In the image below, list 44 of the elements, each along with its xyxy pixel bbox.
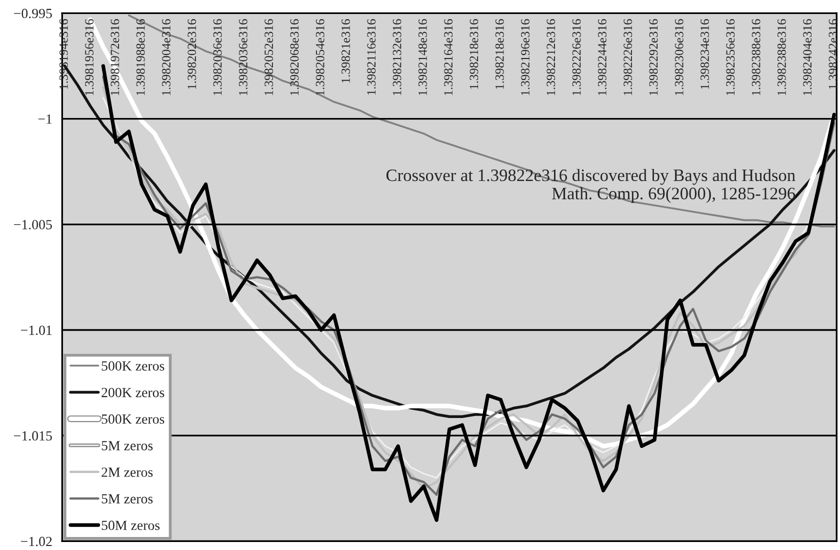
x-tick-label: 1.3982388e316 bbox=[752, 19, 760, 96]
y-tick-label: −0.995 bbox=[14, 8, 52, 18]
y-tick-label: −1.01 bbox=[20, 326, 52, 336]
x-tick-label: 1.3982054e316 bbox=[316, 19, 324, 96]
x-tick-label: 1.3982388e316 bbox=[777, 19, 786, 96]
x-tick-label: 1.3982036e316 bbox=[213, 19, 222, 96]
x-tick-label: 1.398234e316 bbox=[700, 19, 710, 89]
x-tick-label: 1.3982132e316 bbox=[392, 19, 402, 96]
x-tick-label: 1.3982292e316 bbox=[649, 19, 658, 96]
x-tick-label: 1.3982116e316 bbox=[367, 19, 376, 95]
legend-label: 200K zeros bbox=[102, 388, 164, 398]
x-tick-label: 1.3982148e316 bbox=[418, 19, 427, 96]
x-tick-label: 1.3982226e316 bbox=[624, 19, 632, 96]
x-tick-label: 1.398202e316 bbox=[188, 19, 196, 89]
x-tick-label: 1.3982226e316 bbox=[572, 19, 581, 96]
y-tick-label: −1 bbox=[38, 114, 52, 124]
x-tick-label: 1.3982036e316 bbox=[238, 19, 248, 96]
legend-label: 50M zeros bbox=[102, 520, 160, 530]
x-tick-label: 1.398218e316 bbox=[495, 19, 504, 89]
x-tick-label: 1.3982164e316 bbox=[444, 19, 453, 96]
y-tick-label: −1.02 bbox=[20, 536, 52, 546]
legend-label: 500K zeros bbox=[102, 361, 164, 371]
x-tick-label: 1.3982212e316 bbox=[546, 19, 556, 96]
legend-label: 5M zeros bbox=[102, 441, 153, 450]
y-tick-label: −1.015 bbox=[14, 431, 52, 441]
x-tick-label: 1.398218e316 bbox=[470, 19, 478, 89]
x-tick-label: 1.3982404e316 bbox=[803, 19, 812, 96]
x-tick-label: 1.3982196e316 bbox=[521, 19, 530, 96]
x-tick-label: 1.3982052e316 bbox=[264, 19, 274, 96]
legend-label: 5M zeros bbox=[102, 494, 153, 504]
x-tick-label: 1.3982068e316 bbox=[290, 19, 299, 96]
x-tick-label: 1.3982244e316 bbox=[598, 19, 606, 96]
legend-label: 2M zeros bbox=[102, 468, 153, 477]
x-tick-label: 1.398242e316 bbox=[828, 19, 838, 89]
x-tick-label: 1.3981956e316 bbox=[85, 19, 94, 96]
legend-label: 500K zeros bbox=[102, 414, 164, 424]
x-tick-label: 1.3982004e316 bbox=[162, 19, 170, 96]
annotation: Crossover at 1.39822e316 discovered by Bays and Hudson Math. Comp. 69(2000), 1285-1296 bbox=[386, 168, 796, 203]
x-tick-label: 1.3981988e316 bbox=[136, 19, 145, 96]
x-tick-label: 1.39821e316 bbox=[342, 19, 350, 83]
x-tick-label: 1.3982356e316 bbox=[726, 19, 735, 96]
x-tick-label: 1.3981972e316 bbox=[110, 19, 120, 96]
y-tick-label: −1.005 bbox=[14, 220, 52, 230]
x-tick-label: 1.3982306e316 bbox=[674, 19, 684, 96]
